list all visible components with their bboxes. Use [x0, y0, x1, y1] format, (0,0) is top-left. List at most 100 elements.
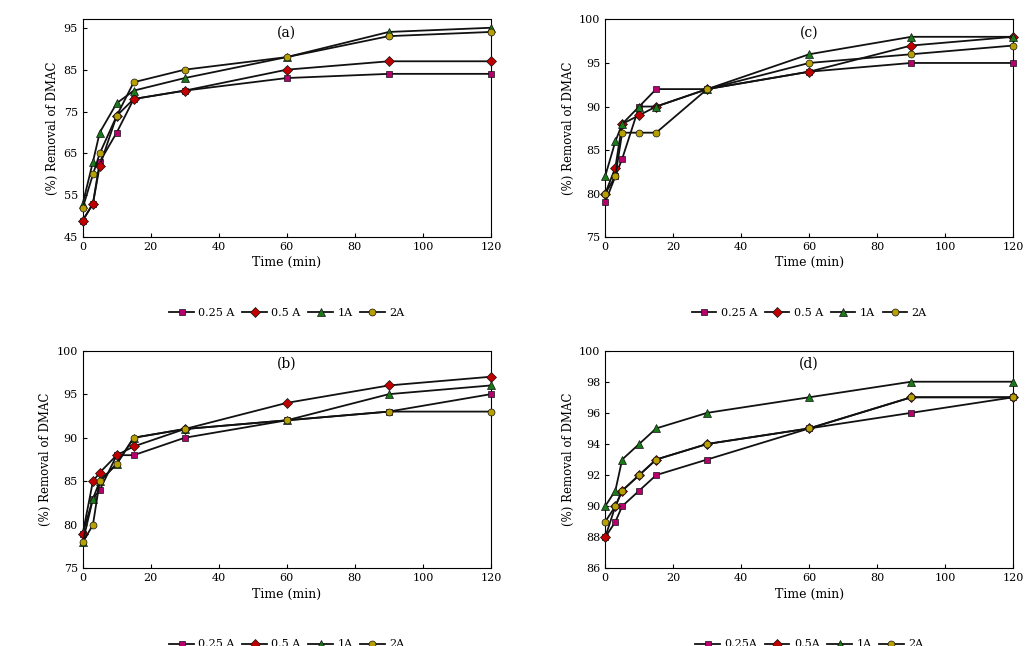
0.5 A [650, 103, 663, 110]
0.25 A [111, 129, 123, 136]
0.5A [633, 471, 645, 479]
1A [1007, 378, 1020, 386]
1A [383, 28, 395, 36]
Y-axis label: (%) Removal of DMAC: (%) Removal of DMAC [39, 393, 53, 526]
1A [87, 495, 99, 503]
1A [77, 200, 89, 207]
2A [701, 440, 713, 448]
Line: 0.5 A: 0.5 A [80, 373, 494, 537]
0.5A [701, 440, 713, 448]
0.5 A [111, 452, 123, 459]
1A [111, 99, 123, 107]
2A [383, 32, 395, 40]
0.25 A [127, 95, 140, 103]
2A [383, 408, 395, 415]
0.5 A [179, 87, 191, 94]
0.25 A [179, 434, 191, 442]
1A [485, 382, 497, 390]
0.25A [633, 487, 645, 495]
Y-axis label: (%) Removal of DMAC: (%) Removal of DMAC [561, 61, 575, 195]
Line: 0.5 A: 0.5 A [602, 34, 1016, 197]
Line: 2A: 2A [80, 28, 494, 211]
Y-axis label: (%) Removal of DMAC: (%) Removal of DMAC [561, 393, 575, 526]
0.5A [650, 455, 663, 463]
0.25 A [609, 172, 621, 180]
0.5 A [111, 112, 123, 120]
2A [179, 66, 191, 74]
0.5 A [485, 373, 497, 380]
1A [111, 460, 123, 468]
2A [650, 129, 663, 136]
0.25 A [616, 155, 629, 163]
0.5 A [905, 41, 917, 49]
1A [93, 129, 105, 136]
1A [803, 393, 816, 401]
0.5 A [77, 530, 89, 537]
1A [650, 424, 663, 432]
2A [127, 434, 140, 442]
2A [111, 112, 123, 120]
1A [1007, 33, 1020, 41]
2A [87, 171, 99, 178]
1A [280, 53, 293, 61]
1A [383, 390, 395, 398]
0.25 A [905, 59, 917, 67]
0.25 A [127, 452, 140, 459]
0.25 A [701, 85, 713, 93]
2A [616, 129, 629, 136]
Line: 2A: 2A [602, 394, 1016, 525]
1A [77, 539, 89, 547]
0.5 A [383, 57, 395, 65]
2A [485, 408, 497, 415]
1A [179, 74, 191, 82]
0.5 A [803, 68, 816, 76]
0.5 A [485, 57, 497, 65]
1A [609, 487, 621, 495]
0.5 A [127, 95, 140, 103]
0.5A [609, 503, 621, 510]
Legend: 0.25 A, 0.5 A, 1A, 2A: 0.25 A, 0.5 A, 1A, 2A [170, 640, 404, 646]
0.25 A [87, 495, 99, 503]
Y-axis label: (%) Removal of DMAC: (%) Removal of DMAC [47, 61, 59, 195]
1A [179, 425, 191, 433]
Line: 2A: 2A [80, 408, 494, 546]
1A [93, 477, 105, 485]
0.5 A [701, 85, 713, 93]
2A [127, 78, 140, 86]
2A [701, 85, 713, 93]
2A [280, 417, 293, 424]
1A [87, 158, 99, 166]
1A [127, 434, 140, 442]
1A [616, 120, 629, 128]
0.25A [609, 518, 621, 526]
0.5A [616, 487, 629, 495]
1A [803, 50, 816, 58]
0.25 A [93, 158, 105, 166]
1A [633, 440, 645, 448]
0.25 A [599, 198, 611, 206]
2A [93, 150, 105, 158]
0.5 A [599, 190, 611, 198]
0.5A [1007, 393, 1020, 401]
1A [599, 172, 611, 180]
0.25A [650, 471, 663, 479]
2A [633, 471, 645, 479]
0.5 A [633, 111, 645, 119]
0.25A [803, 424, 816, 432]
0.25A [1007, 393, 1020, 401]
1A [616, 455, 629, 463]
Legend: 0.25A, 0.5A, 1A, 2A: 0.25A, 0.5A, 1A, 2A [695, 640, 923, 646]
2A [803, 59, 816, 67]
0.5 A [280, 399, 293, 407]
0.5 A [93, 469, 105, 477]
Line: 1A: 1A [79, 24, 495, 208]
2A [93, 477, 105, 485]
0.25 A [93, 486, 105, 494]
0.25 A [383, 70, 395, 78]
2A [905, 50, 917, 58]
2A [905, 393, 917, 401]
0.25A [905, 409, 917, 417]
0.25 A [77, 216, 89, 224]
1A [599, 503, 611, 510]
0.25 A [485, 70, 497, 78]
